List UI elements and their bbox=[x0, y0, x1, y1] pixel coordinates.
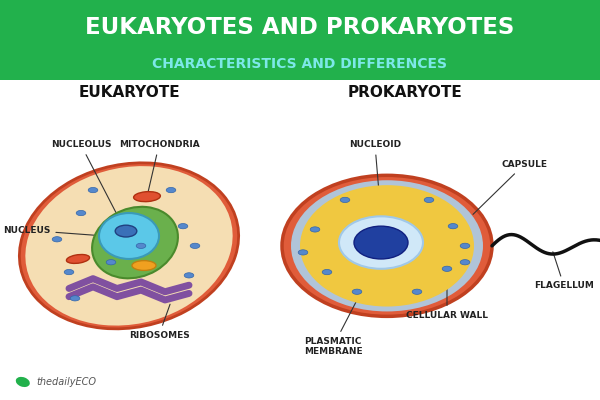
Circle shape bbox=[310, 227, 320, 232]
Text: EUKARYOTES AND PROKARYOTES: EUKARYOTES AND PROKARYOTES bbox=[85, 16, 515, 40]
Circle shape bbox=[460, 243, 470, 248]
Ellipse shape bbox=[16, 377, 30, 387]
Text: CELLULAR WALL: CELLULAR WALL bbox=[406, 278, 488, 320]
Ellipse shape bbox=[132, 261, 156, 270]
Text: FLAGELLUM: FLAGELLUM bbox=[534, 252, 594, 290]
Ellipse shape bbox=[134, 192, 160, 202]
Text: thedailyECO: thedailyECO bbox=[36, 377, 96, 387]
Circle shape bbox=[298, 250, 308, 255]
Text: RIBOSOMES: RIBOSOMES bbox=[128, 304, 190, 340]
Text: EUKARYOTE: EUKARYOTE bbox=[78, 85, 180, 100]
Ellipse shape bbox=[354, 226, 408, 259]
Circle shape bbox=[448, 224, 458, 229]
Circle shape bbox=[190, 243, 200, 248]
Ellipse shape bbox=[291, 180, 483, 312]
Circle shape bbox=[424, 197, 434, 202]
Circle shape bbox=[340, 197, 350, 202]
Text: CAPSULE: CAPSULE bbox=[473, 160, 547, 214]
Ellipse shape bbox=[300, 185, 474, 306]
Circle shape bbox=[115, 225, 137, 237]
Circle shape bbox=[412, 289, 422, 294]
Ellipse shape bbox=[339, 216, 423, 269]
Circle shape bbox=[178, 224, 188, 229]
Circle shape bbox=[352, 289, 362, 294]
Text: CHARACTERISTICS AND DIFFERENCES: CHARACTERISTICS AND DIFFERENCES bbox=[152, 57, 448, 71]
Text: MITOCHONDRIA: MITOCHONDRIA bbox=[119, 140, 199, 194]
FancyBboxPatch shape bbox=[0, 0, 600, 80]
Text: NUCLEOID: NUCLEOID bbox=[349, 140, 401, 214]
Circle shape bbox=[166, 188, 176, 193]
Ellipse shape bbox=[67, 254, 89, 264]
Text: NUCLEUS: NUCLEUS bbox=[3, 226, 102, 236]
Circle shape bbox=[52, 237, 62, 242]
Text: PLASMATIC
MEMBRANE: PLASMATIC MEMBRANE bbox=[304, 291, 362, 356]
Ellipse shape bbox=[19, 163, 239, 329]
Circle shape bbox=[64, 270, 74, 275]
Text: PROKARYOTE: PROKARYOTE bbox=[347, 85, 463, 100]
Text: NUCLEOLUS: NUCLEOLUS bbox=[51, 140, 122, 224]
Ellipse shape bbox=[92, 207, 178, 278]
Circle shape bbox=[460, 260, 470, 265]
Ellipse shape bbox=[282, 175, 492, 316]
Circle shape bbox=[76, 210, 86, 216]
Circle shape bbox=[136, 243, 146, 248]
Circle shape bbox=[184, 273, 194, 278]
Ellipse shape bbox=[99, 213, 159, 259]
Ellipse shape bbox=[25, 166, 233, 326]
Circle shape bbox=[322, 270, 332, 275]
Circle shape bbox=[88, 188, 98, 193]
Circle shape bbox=[106, 260, 116, 265]
Circle shape bbox=[442, 266, 452, 272]
Circle shape bbox=[70, 296, 80, 301]
